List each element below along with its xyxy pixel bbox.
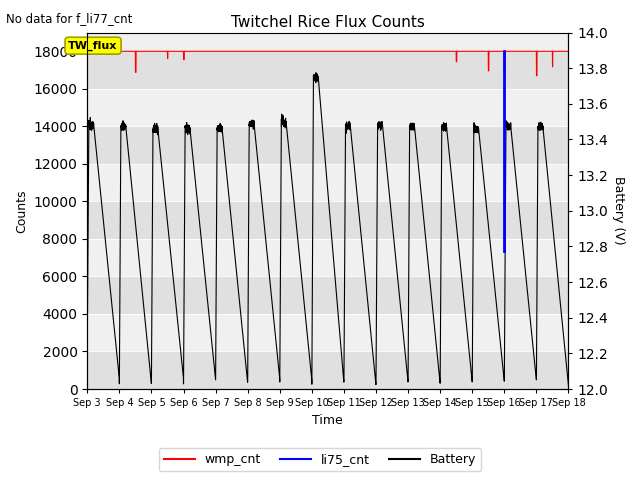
Bar (87, 51, 568, 89)
Y-axis label: Battery (V): Battery (V) (612, 177, 625, 245)
X-axis label: Time: Time (312, 414, 343, 427)
Y-axis label: Counts: Counts (15, 189, 28, 232)
Bar (87, 126, 568, 164)
Title: Twitchel Rice Flux Counts: Twitchel Rice Flux Counts (231, 15, 425, 30)
Text: No data for f_li77_cnt: No data for f_li77_cnt (6, 12, 132, 25)
Bar (87, 351, 568, 389)
Bar (87, 276, 568, 314)
Bar (87, 202, 568, 239)
Legend: wmp_cnt, li75_cnt, Battery: wmp_cnt, li75_cnt, Battery (159, 448, 481, 471)
Text: TW_flux: TW_flux (68, 40, 118, 51)
